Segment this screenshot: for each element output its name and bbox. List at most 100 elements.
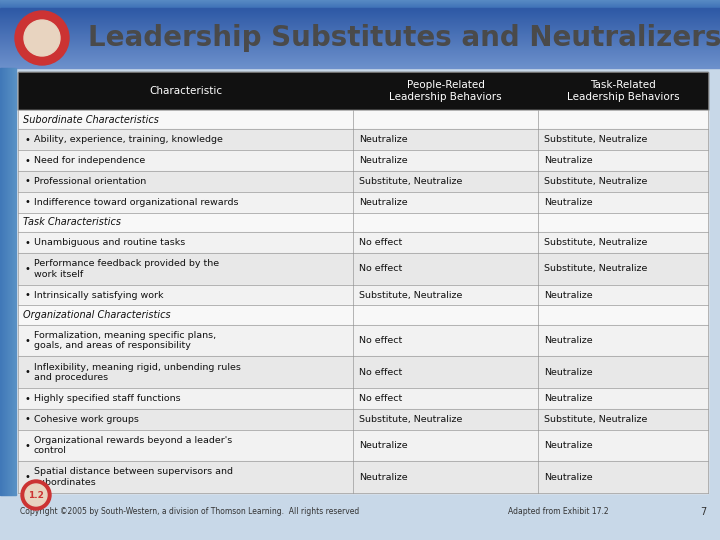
Bar (0, 12, 720, 13)
Bar (0, 32, 720, 33)
Bar (11, 68, 12, 495)
Bar (0, 39, 720, 40)
Bar (0, 15, 720, 16)
Bar (0, 59, 720, 60)
Bar (0, 42, 720, 43)
Bar (0, 17, 720, 18)
Bar (0, 66, 720, 67)
Text: No effect: No effect (359, 336, 402, 345)
Bar (0, 49, 720, 50)
Text: Characteristic: Characteristic (149, 86, 222, 96)
Bar (0, 41, 720, 42)
Bar (0, 38, 720, 39)
Bar (18, 253, 708, 285)
Bar (0, 18, 720, 19)
Text: Neutralize: Neutralize (544, 472, 593, 482)
Bar (3, 68, 4, 495)
Bar (0, 62, 720, 63)
Bar (0, 54, 720, 55)
Bar (0, 50, 720, 51)
Bar (10, 68, 11, 495)
Bar (18, 461, 708, 493)
Text: Organizational rewards beyond a leader's
control: Organizational rewards beyond a leader's… (34, 436, 233, 455)
Circle shape (24, 20, 60, 56)
Text: No effect: No effect (359, 264, 402, 273)
Text: •: • (24, 414, 30, 424)
Text: Need for independence: Need for independence (34, 156, 145, 165)
Text: Substitute, Neutralize: Substitute, Neutralize (359, 291, 462, 300)
Bar (6, 68, 7, 495)
Bar (0, 46, 720, 47)
Text: Substitute, Neutralize: Substitute, Neutralize (544, 177, 647, 186)
Bar (0, 0, 720, 1)
Bar (18, 72, 708, 493)
Bar (0, 67, 720, 68)
Bar (8, 68, 9, 495)
Bar (0, 37, 720, 38)
Text: Performance feedback provided by the
work itself: Performance feedback provided by the wor… (34, 259, 219, 279)
Circle shape (21, 480, 51, 510)
Text: Neutralize: Neutralize (544, 394, 593, 403)
Bar (0, 33, 720, 34)
Text: Neutralize: Neutralize (359, 472, 408, 482)
Bar (0, 13, 720, 14)
Bar (0, 48, 720, 49)
Bar (0, 52, 720, 53)
Bar (0, 53, 720, 54)
Bar (0, 55, 720, 56)
Bar (2, 68, 3, 495)
Bar (0, 3, 720, 4)
Bar (0, 64, 720, 65)
Text: Substitute, Neutralize: Substitute, Neutralize (544, 415, 647, 424)
Bar (0, 30, 720, 31)
Text: Spatial distance between supervisors and
subordinates: Spatial distance between supervisors and… (34, 468, 233, 487)
Bar (0, 2, 720, 3)
Bar (0, 63, 720, 64)
Text: Substitute, Neutralize: Substitute, Neutralize (359, 415, 462, 424)
Text: Subordinate Characteristics: Subordinate Characteristics (23, 114, 159, 125)
Text: Substitute, Neutralize: Substitute, Neutralize (544, 238, 647, 247)
Text: •: • (24, 290, 30, 300)
Text: •: • (24, 441, 30, 450)
Text: Neutralize: Neutralize (359, 136, 408, 144)
Bar (0, 29, 720, 30)
Bar (1, 68, 2, 495)
Bar (0, 34, 720, 35)
Bar (0, 65, 720, 66)
Text: Intrinsically satisfying work: Intrinsically satisfying work (34, 291, 163, 300)
Text: Task-Related
Leadership Behaviors: Task-Related Leadership Behaviors (567, 80, 679, 102)
Text: Professional orientation: Professional orientation (34, 177, 146, 186)
Text: •: • (24, 394, 30, 403)
Bar (0, 9, 720, 10)
Text: •: • (24, 367, 30, 377)
Bar (0, 19, 720, 20)
Bar (0, 47, 720, 48)
Text: No effect: No effect (359, 394, 402, 403)
Bar (0, 26, 720, 27)
Text: Substitute, Neutralize: Substitute, Neutralize (359, 177, 462, 186)
Bar (0, 51, 720, 52)
Bar (18, 285, 708, 306)
Bar (18, 150, 708, 171)
Bar (18, 430, 708, 461)
Text: •: • (24, 238, 30, 247)
Circle shape (15, 11, 69, 65)
Bar (18, 325, 708, 356)
Bar (0, 14, 720, 15)
Bar (18, 213, 708, 232)
Text: •: • (24, 177, 30, 186)
Text: Unambiguous and routine tasks: Unambiguous and routine tasks (34, 238, 185, 247)
Bar (12, 68, 13, 495)
Text: •: • (24, 264, 30, 274)
Text: Indifference toward organizational rewards: Indifference toward organizational rewar… (34, 198, 238, 207)
Bar (0, 23, 720, 24)
Bar (0, 36, 720, 37)
Bar (0, 43, 720, 44)
Text: •: • (24, 135, 30, 145)
Bar (0, 22, 720, 23)
Bar (18, 356, 708, 388)
Bar (0, 11, 720, 12)
Bar (0, 35, 720, 36)
Bar (18, 110, 708, 130)
Text: Neutralize: Neutralize (544, 441, 593, 450)
